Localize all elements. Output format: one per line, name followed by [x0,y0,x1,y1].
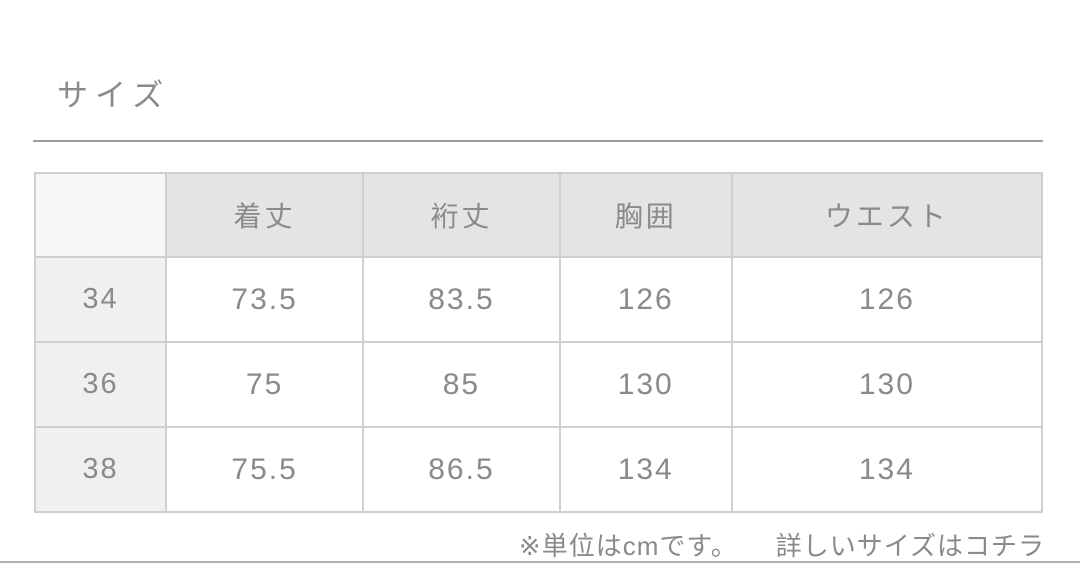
header-row: 着丈 裄丈 胸囲 ウエスト [34,172,1044,258]
value-cell: 83.5 [362,256,561,343]
section-divider [0,561,1080,563]
size-label-cell: 38 [34,426,167,513]
table-row-size-34: 34 73.5 83.5 126 126 [34,256,1044,343]
page-title: サイズ [57,78,171,113]
size-label-cell: 36 [34,341,167,428]
size-chart-table: 着丈 裄丈 胸囲 ウエスト 34 73.5 83.5 126 126 36 75… [34,172,1044,513]
unit-note: ※単位はcmです。 [518,531,738,561]
value-cell: 130 [730,341,1044,428]
value-cell: 86.5 [362,426,561,513]
size-note: ※単位はcmです。 詳しいサイズはコチラ [519,526,1045,563]
value-cell: 134 [558,426,733,513]
header-cell-body-length: 着丈 [164,172,365,258]
value-cell: 73.5 [164,256,365,343]
header-cell-waist: ウエスト [730,172,1044,258]
value-cell: 126 [558,256,733,343]
detail-size-link[interactable]: 詳しいサイズはコチラ [775,531,1045,561]
table-row-size-36: 36 75 85 130 130 [34,341,1044,428]
value-cell: 75 [164,341,365,428]
value-cell: 126 [730,256,1044,343]
corner-cell [34,172,167,258]
header-cell-sleeve-length: 裄丈 [362,172,561,258]
value-cell: 134 [730,426,1044,513]
value-cell: 85 [362,341,561,428]
value-cell: 75.5 [164,426,365,513]
table-row-size-38: 38 75.5 86.5 134 134 [34,426,1044,513]
size-label-cell: 34 [34,256,167,343]
title-divider [33,140,1043,142]
value-cell: 130 [558,341,733,428]
header-cell-chest: 胸囲 [558,172,733,258]
